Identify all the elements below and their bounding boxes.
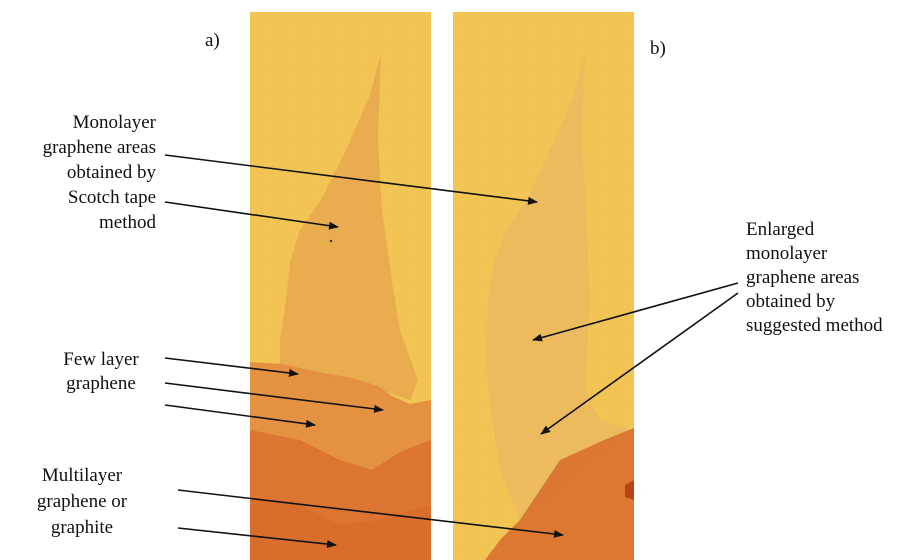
arrow-monolayer-b: [164, 154, 538, 205]
arrow-enlarged-2: [540, 292, 739, 435]
panel-a-image: [250, 12, 431, 560]
few-layer-annotation: Few layer graphene: [63, 349, 139, 394]
arrow-few-layer-1: [164, 357, 299, 377]
monolayer-annotation: Monolayer graphene areas obtained by Sco…: [42, 112, 156, 233]
panel-b-multilayer-region: [485, 428, 634, 560]
panel-a-label: a): [205, 30, 220, 51]
enlarged-annotation: Enlarged monolayer graphene areas obtain…: [746, 219, 883, 336]
annotation-arrows: [164, 154, 739, 549]
arrow-few-layer-2: [164, 382, 384, 413]
panel-b-monolayer-region: [486, 52, 632, 520]
arrow-enlarged-1: [532, 282, 739, 342]
arrow-monolayer-a: [164, 201, 339, 230]
arrow-few-layer-3: [164, 404, 316, 428]
panel-b-image: [453, 12, 634, 560]
panel-b-label: b): [650, 38, 666, 59]
multilayer-annotation: Multilayer graphene or graphite: [36, 465, 128, 538]
panel-a-monolayer-region: [280, 52, 418, 400]
arrow-multilayer-a: [177, 527, 337, 549]
arrow-multilayer-b: [177, 489, 564, 538]
